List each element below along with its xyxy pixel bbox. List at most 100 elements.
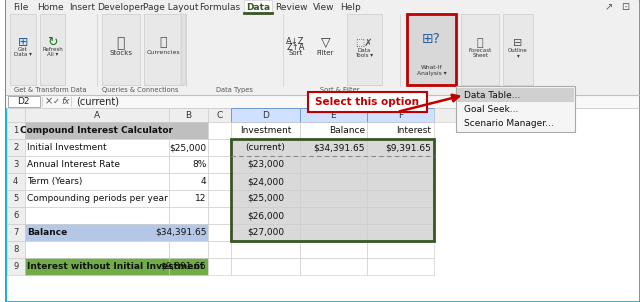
Text: $23,000: $23,000 (247, 160, 284, 169)
Text: (current): (current) (245, 143, 285, 152)
Text: $9,391.65: $9,391.65 (161, 262, 206, 271)
Bar (168, 224, 208, 241)
Bar (367, 258, 433, 275)
Text: ↗: ↗ (604, 2, 612, 12)
Text: Sort & Filter: Sort & Filter (319, 87, 359, 93)
Bar (6, 1, 639, 13)
Bar (7, 173, 25, 190)
Text: Data Types: Data Types (216, 87, 253, 93)
Bar (367, 224, 433, 241)
Bar (6, 0, 639, 95)
Bar (168, 190, 208, 207)
Bar (300, 224, 367, 241)
Text: Refresh
All ▾: Refresh All ▾ (42, 47, 63, 57)
Bar (231, 173, 300, 190)
Bar (367, 108, 433, 122)
Bar (8, 96, 40, 107)
Bar (231, 139, 300, 156)
Text: Forecast
Sheet: Forecast Sheet (468, 48, 492, 58)
Text: $25,000: $25,000 (169, 143, 206, 152)
Bar (208, 241, 231, 258)
Text: ↻: ↻ (47, 36, 58, 49)
Text: 8: 8 (13, 245, 19, 254)
Bar (7, 108, 25, 122)
Bar (231, 224, 300, 241)
Bar (7, 258, 25, 275)
Text: Data
Tools ▾: Data Tools ▾ (355, 48, 373, 58)
Text: 3: 3 (13, 160, 19, 169)
Text: Compound Interest Calculator: Compound Interest Calculator (20, 126, 173, 135)
Text: 🏛: 🏛 (116, 36, 125, 50)
Bar (182, 14, 186, 85)
Bar (348, 14, 382, 85)
Bar (208, 173, 231, 190)
Text: Balance: Balance (329, 126, 365, 135)
Bar (7, 275, 541, 300)
Bar (231, 108, 300, 122)
Bar (461, 14, 499, 85)
Text: ⊞?: ⊞? (422, 32, 441, 46)
Text: $24,000: $24,000 (247, 177, 284, 186)
Bar (367, 156, 433, 173)
Text: Data: Data (246, 2, 270, 11)
Bar (231, 241, 300, 258)
Text: ⊡: ⊡ (621, 2, 629, 12)
Bar (7, 139, 25, 156)
Bar (433, 108, 541, 122)
Bar (208, 207, 231, 224)
Text: E: E (330, 111, 336, 120)
Text: ×: × (44, 97, 52, 107)
Text: 4: 4 (13, 177, 19, 186)
Bar (367, 108, 433, 122)
Text: 6: 6 (13, 211, 19, 220)
Bar (208, 122, 231, 139)
Bar (25, 156, 168, 173)
Text: Compounding periods per year: Compounding periods per year (27, 194, 168, 203)
Text: $26,000: $26,000 (247, 211, 284, 220)
Text: 8%: 8% (192, 160, 206, 169)
Bar (7, 241, 25, 258)
Bar (168, 139, 208, 156)
Bar (208, 108, 231, 122)
Bar (367, 139, 433, 156)
Text: D: D (262, 111, 269, 120)
Text: fx: fx (61, 97, 70, 106)
Bar (300, 241, 367, 258)
Bar (300, 258, 367, 275)
Text: Interest without Initial Investment: Interest without Initial Investment (27, 262, 204, 271)
Text: ✓: ✓ (53, 97, 60, 106)
Text: Review: Review (275, 2, 308, 11)
Bar (25, 224, 168, 241)
Bar (168, 108, 208, 122)
Bar (300, 173, 367, 190)
Text: Z↑A: Z↑A (286, 43, 305, 52)
Text: F: F (397, 111, 403, 120)
Bar (367, 241, 433, 258)
Bar (367, 173, 433, 190)
Text: Developer: Developer (97, 2, 144, 11)
Text: Sort: Sort (289, 50, 303, 56)
Bar (7, 190, 25, 207)
Text: 📈: 📈 (477, 38, 484, 48)
Bar (40, 14, 65, 85)
Text: Scenario Manager...: Scenario Manager... (465, 118, 554, 127)
Text: ▽: ▽ (321, 37, 330, 50)
Text: 4: 4 (201, 177, 206, 186)
Bar (7, 156, 25, 173)
Bar (300, 108, 367, 122)
Bar (300, 207, 367, 224)
Text: $34,391.65: $34,391.65 (155, 228, 206, 237)
Text: File: File (13, 2, 28, 11)
Bar (300, 122, 367, 139)
Text: Term (Years): Term (Years) (27, 177, 82, 186)
Text: View: View (313, 2, 334, 11)
Text: $9,391.65: $9,391.65 (386, 143, 431, 152)
Bar (503, 14, 533, 85)
Text: Currencies: Currencies (147, 50, 180, 56)
Bar (102, 14, 140, 85)
Bar (10, 14, 36, 85)
Bar (6, 95, 639, 108)
Text: Stocks: Stocks (109, 50, 132, 56)
Text: A: A (93, 111, 100, 120)
Bar (231, 139, 433, 241)
